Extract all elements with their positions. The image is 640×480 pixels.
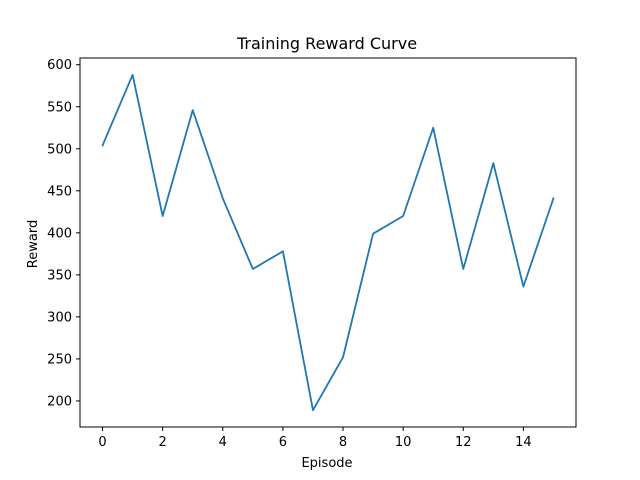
x-tick-label: 14 (515, 435, 532, 450)
y-axis-label: Reward (26, 220, 41, 268)
x-tick-label: 8 (339, 435, 347, 450)
y-tick-label: 450 (47, 184, 72, 199)
x-tick-label: 4 (219, 435, 227, 450)
plot-area: 0 2 4 6 8 10 12 14 200 250 300 350 400 450 500 550 600 (47, 57, 577, 450)
y-tick-label: 300 (47, 310, 72, 325)
y-tick-label: 600 (47, 58, 72, 73)
x-tick-label: 0 (98, 435, 106, 450)
y-tick-label: 350 (47, 268, 72, 283)
x-tick-label: 6 (279, 435, 287, 450)
chart-title: Training Reward Curve (236, 34, 417, 53)
x-tick-label: 10 (395, 435, 412, 450)
y-tick-label: 500 (47, 142, 72, 157)
x-tick-label: 12 (455, 435, 472, 450)
x-axis-label: Episode (301, 456, 352, 471)
axes-frame (79, 57, 577, 428)
y-tick-label: 550 (47, 100, 72, 115)
y-tick-label: 200 (47, 394, 72, 409)
series-line-0 (101, 73, 555, 412)
y-tick-label: 250 (47, 352, 72, 367)
x-tick-label: 2 (159, 435, 167, 450)
y-tick-label: 400 (47, 226, 72, 241)
